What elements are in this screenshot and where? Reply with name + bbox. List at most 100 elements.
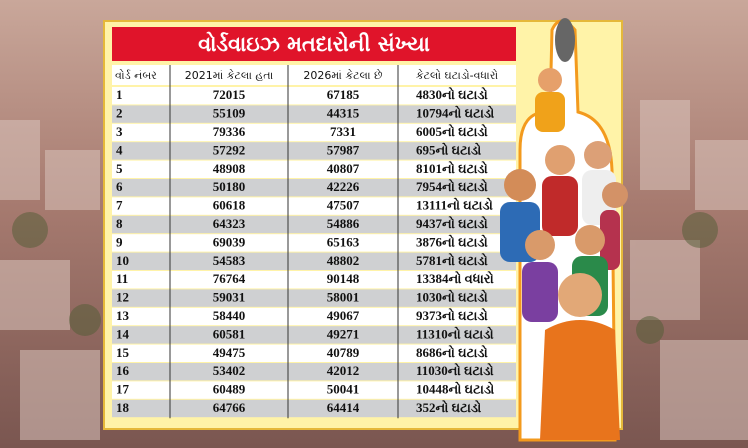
table-row [112, 307, 516, 326]
data-cell: 76764 [213, 271, 246, 286]
data-cell: 49067 [327, 308, 360, 323]
data-cell: 60581 [213, 326, 246, 341]
data-cell: 7954નો ઘટાડો [416, 178, 488, 194]
table-row [112, 234, 516, 252]
table-row [112, 271, 516, 289]
data-cell: 54583 [213, 253, 246, 268]
data-cell: 64766 [213, 400, 246, 415]
table-row [112, 344, 516, 362]
data-cell: 69039 [213, 234, 246, 249]
ward-cell: 8 [116, 216, 123, 231]
table-row [112, 105, 516, 123]
table-row [112, 399, 516, 418]
data-cell: 13111નો ઘટાડો [416, 197, 493, 213]
header-row [112, 65, 516, 85]
data-cell: 6005નો ઘટાડો [416, 123, 488, 139]
ward-cell: 1 [116, 87, 123, 102]
ward-cell: 9 [116, 234, 123, 249]
data-cell: 8101નો ઘટાડો [416, 160, 488, 176]
table-row [112, 123, 516, 142]
data-cell: 42226 [327, 179, 360, 194]
data-cell: 59031 [213, 290, 246, 305]
data-cell: 60489 [213, 382, 246, 397]
data-cell: 54886 [327, 216, 360, 231]
data-cell: 55109 [213, 106, 246, 121]
data-cell: 9437નો ઘટાડો [416, 215, 488, 231]
data-cell: 40807 [327, 161, 360, 176]
title-bar [112, 27, 516, 61]
data-cell: 58440 [213, 308, 246, 323]
data-cell: 3876નો ઘટાડો [416, 233, 488, 249]
data-cell: 13384નો વધારો [416, 270, 494, 286]
data-cell: 11030નો ઘટાડો [416, 362, 494, 378]
ward-cell: 5 [116, 161, 123, 176]
data-cell: 8686નો ઘટાડો [416, 344, 488, 360]
data-cell: 60618 [213, 198, 246, 213]
data-cell: 57987 [327, 142, 360, 157]
data-cell: 49271 [327, 326, 360, 341]
table-row [112, 160, 516, 178]
ward-cell: 12 [116, 290, 129, 305]
ward-cell: 3 [116, 124, 123, 139]
header-cell: 2021માં કેટલા હતા [185, 69, 274, 82]
data-cell: 42012 [327, 363, 360, 378]
data-cell: 64414 [327, 400, 360, 415]
data-cell: 47507 [327, 198, 360, 213]
ward-cell: 14 [116, 326, 130, 341]
data-cell: 72015 [213, 87, 246, 102]
data-cell: 57292 [213, 142, 246, 157]
table-row [112, 87, 516, 105]
ward-cell: 2 [116, 106, 123, 121]
data-cell: 48908 [213, 161, 246, 176]
table-row [112, 142, 516, 160]
ward-cell: 18 [116, 400, 130, 415]
data-cell: 10794નો ઘટાડો [416, 105, 494, 121]
data-cell: 9373નો ઘટાડો [416, 307, 488, 323]
data-cell: 4830નો ઘટાડો [416, 86, 488, 102]
data-cell: 65163 [327, 234, 360, 249]
table-row [112, 289, 516, 307]
ward-cell: 4 [116, 142, 123, 157]
voters-illustration [500, 18, 628, 442]
data-cell: 64323 [213, 216, 246, 231]
data-cell: 352નો ઘટાડો [416, 399, 481, 415]
data-cell: 90148 [327, 271, 360, 286]
data-cell: 11310નો ઘટાડો [416, 325, 494, 341]
data-cell: 5781નો ઘટાડો [416, 252, 488, 268]
table-row [112, 179, 516, 197]
data-cell: 58001 [327, 290, 360, 305]
header-cell: વોર્ડ નંબર [115, 69, 157, 82]
header-cell: 2026માં કેટલા છે [303, 69, 383, 82]
data-cell: 79336 [213, 124, 246, 139]
table-row [112, 197, 516, 215]
table-row [112, 381, 516, 399]
data-cell: 695નો ઘટાડો [416, 141, 481, 157]
data-cell: 10448નો ઘટાડો [416, 381, 494, 397]
data-cell: 53402 [213, 363, 246, 378]
data-cell: 44315 [327, 106, 360, 121]
table: વોર્ડ નંબર 2021માં કેટલા હતા 2026માં કેટલા… [112, 65, 516, 419]
buildings [0, 100, 748, 440]
ward-cell: 6 [116, 179, 123, 194]
table-row [112, 363, 516, 381]
data-cell: 50041 [327, 382, 360, 397]
ward-cell: 13 [116, 308, 130, 323]
ward-cell: 11 [116, 271, 128, 286]
table-row [112, 252, 516, 270]
title: વોર્ડવાઇઝ મતદારોની સંખ્યા [198, 31, 430, 56]
trees [12, 212, 718, 344]
table-row [112, 326, 516, 344]
ward-cell: 7 [116, 198, 123, 213]
data-cell: 50180 [213, 179, 246, 194]
data-cell: 7331 [330, 124, 356, 139]
ward-cell: 16 [116, 363, 130, 378]
data-cell: 67185 [327, 87, 360, 102]
data-cell: 48802 [327, 253, 360, 268]
ward-cell: 17 [116, 382, 130, 397]
data-cell: 40789 [327, 345, 360, 360]
ward-cell: 10 [116, 253, 129, 268]
ward-cell: 15 [116, 345, 130, 360]
data-cell: 49475 [213, 345, 246, 360]
